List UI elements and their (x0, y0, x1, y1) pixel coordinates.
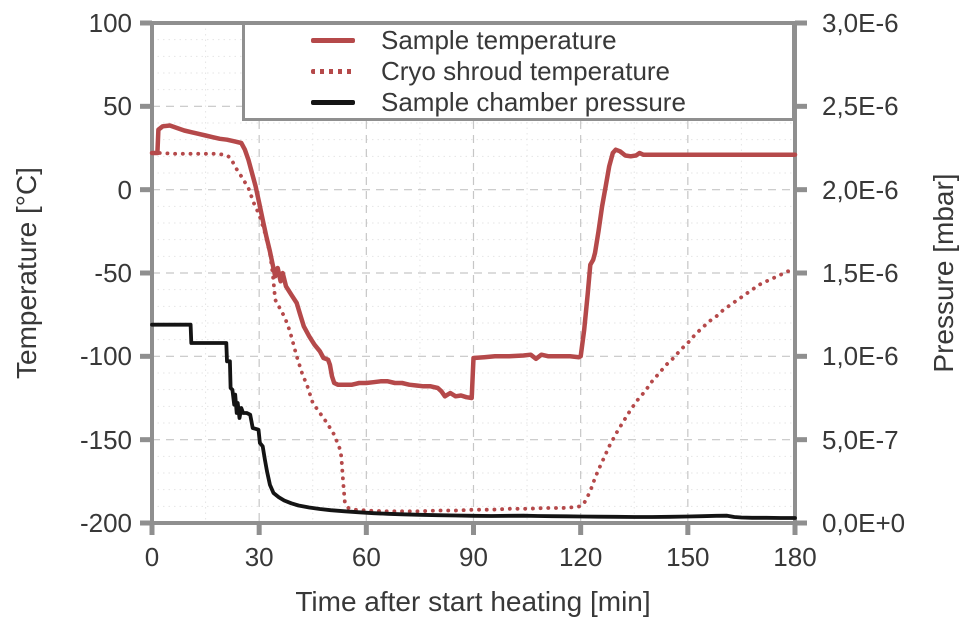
legend-label-sample-chamber-pressure: Sample chamber pressure (381, 87, 686, 117)
legend-label-cryo-shroud-temperature: Cryo shroud temperature (381, 56, 671, 86)
legend-row-sample-temperature: Sample temperature (245, 25, 792, 56)
y-right-tick-label: 1,0E-6 (822, 341, 899, 372)
y-right-tick-label: 2,0E-6 (822, 174, 899, 205)
series-sample-temperature (149, 123, 798, 401)
x-tick-label: 0 (144, 542, 160, 572)
x-tick-label: 150 (666, 542, 710, 572)
y-right-tick-label: 3,0E-6 (822, 8, 899, 38)
legend-label-sample-temperature: Sample temperature (381, 25, 617, 55)
y-right-tick-label: 1,5E-6 (822, 258, 899, 288)
y-right-axis-title: Pressure [mbar] (928, 173, 959, 373)
x-tick-label: 180 (773, 542, 817, 572)
y-left-tick-label: 0 (117, 174, 132, 205)
y-left-tick-label: 100 (88, 8, 132, 38)
series-cryo-shroud-temperature (150, 151, 797, 514)
legend-marker-solid-red-line (311, 38, 355, 43)
x-tick-label: 60 (351, 542, 381, 572)
y-right-tick-label: 2,5E-6 (822, 91, 899, 122)
y-right-tick-label: 0,0E+0 (822, 508, 906, 538)
y-right-tick-label: 5,0E-7 (822, 424, 899, 455)
legend-marker-dotted-red-line (311, 69, 355, 74)
x-tick-label: 90 (459, 542, 488, 572)
y-left-tick-label: -200 (79, 508, 132, 538)
y-left-tick-label: -100 (79, 341, 132, 372)
y-left-tick-label: 50 (103, 91, 132, 122)
y-left-tick-label: -150 (79, 424, 132, 455)
x-axis-title: Time after start heating [min] (295, 586, 651, 617)
series-sample-chamber-pressure (150, 322, 797, 520)
legend: Sample temperature Cryo shroud temperatu… (242, 22, 795, 121)
y-left-tick-label: -50 (94, 258, 132, 288)
legend-row-sample-chamber-pressure: Sample chamber pressure (245, 87, 792, 118)
x-tick-label: 30 (244, 542, 274, 572)
legend-row-cryo-shroud-temperature: Cryo shroud temperature (245, 56, 792, 87)
x-tick-label: 120 (558, 542, 603, 572)
legend-marker-solid-black-line (311, 100, 355, 105)
